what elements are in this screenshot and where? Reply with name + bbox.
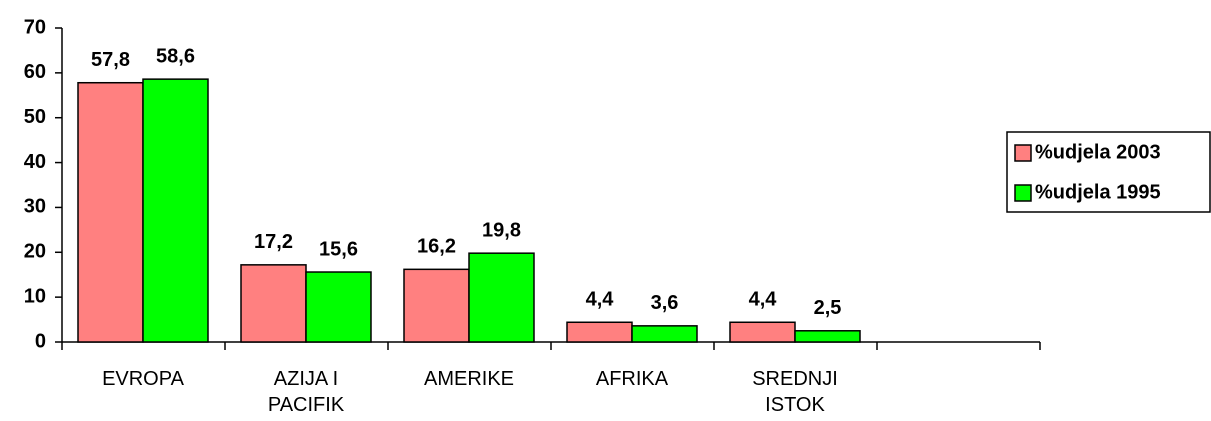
bar bbox=[403, 268, 470, 343]
value-label: 19,8 bbox=[482, 219, 521, 241]
x-tick-label: AZIJA I PACIFIK bbox=[267, 368, 345, 416]
value-label: 17,2 bbox=[254, 231, 293, 253]
y-tick-label: 50 bbox=[24, 106, 46, 128]
value-label: 4,4 bbox=[749, 289, 778, 311]
legend-swatch bbox=[1014, 144, 1032, 162]
value-label: 2,5 bbox=[814, 297, 842, 319]
y-tick-label: 60 bbox=[24, 61, 46, 83]
bar bbox=[729, 321, 796, 343]
y-tick-label: 10 bbox=[24, 285, 46, 307]
value-label: 16,2 bbox=[417, 236, 456, 258]
value-label: 57,8 bbox=[91, 49, 130, 71]
bar bbox=[240, 264, 307, 343]
value-label: 58,6 bbox=[156, 45, 195, 67]
bar bbox=[566, 321, 633, 343]
legend-swatch bbox=[1014, 184, 1032, 202]
x-tick-label: SREDNJI ISTOK bbox=[752, 368, 838, 416]
legend-label: %udjela 2003 bbox=[1035, 141, 1161, 163]
y-tick-label: 40 bbox=[24, 151, 46, 173]
y-tick-label: 20 bbox=[24, 241, 46, 263]
value-label: 4,4 bbox=[586, 289, 615, 311]
bar bbox=[142, 78, 209, 343]
bar bbox=[631, 325, 698, 343]
value-label: 15,6 bbox=[319, 238, 358, 260]
legend-box bbox=[1006, 131, 1211, 213]
bar bbox=[468, 252, 535, 343]
legend-label: %udjela 1995 bbox=[1035, 181, 1161, 203]
y-tick-label: 70 bbox=[24, 16, 46, 38]
value-label: 3,6 bbox=[651, 292, 679, 314]
bar bbox=[305, 271, 372, 343]
x-tick-label: AFRIKA bbox=[595, 368, 669, 390]
y-tick-label: 0 bbox=[35, 330, 46, 352]
x-tick-label: AMERIKE bbox=[423, 368, 515, 390]
bar bbox=[77, 81, 144, 343]
y-tick-label: 30 bbox=[24, 196, 46, 218]
x-tick-label: EVROPA bbox=[102, 368, 184, 390]
bar bbox=[794, 330, 861, 343]
